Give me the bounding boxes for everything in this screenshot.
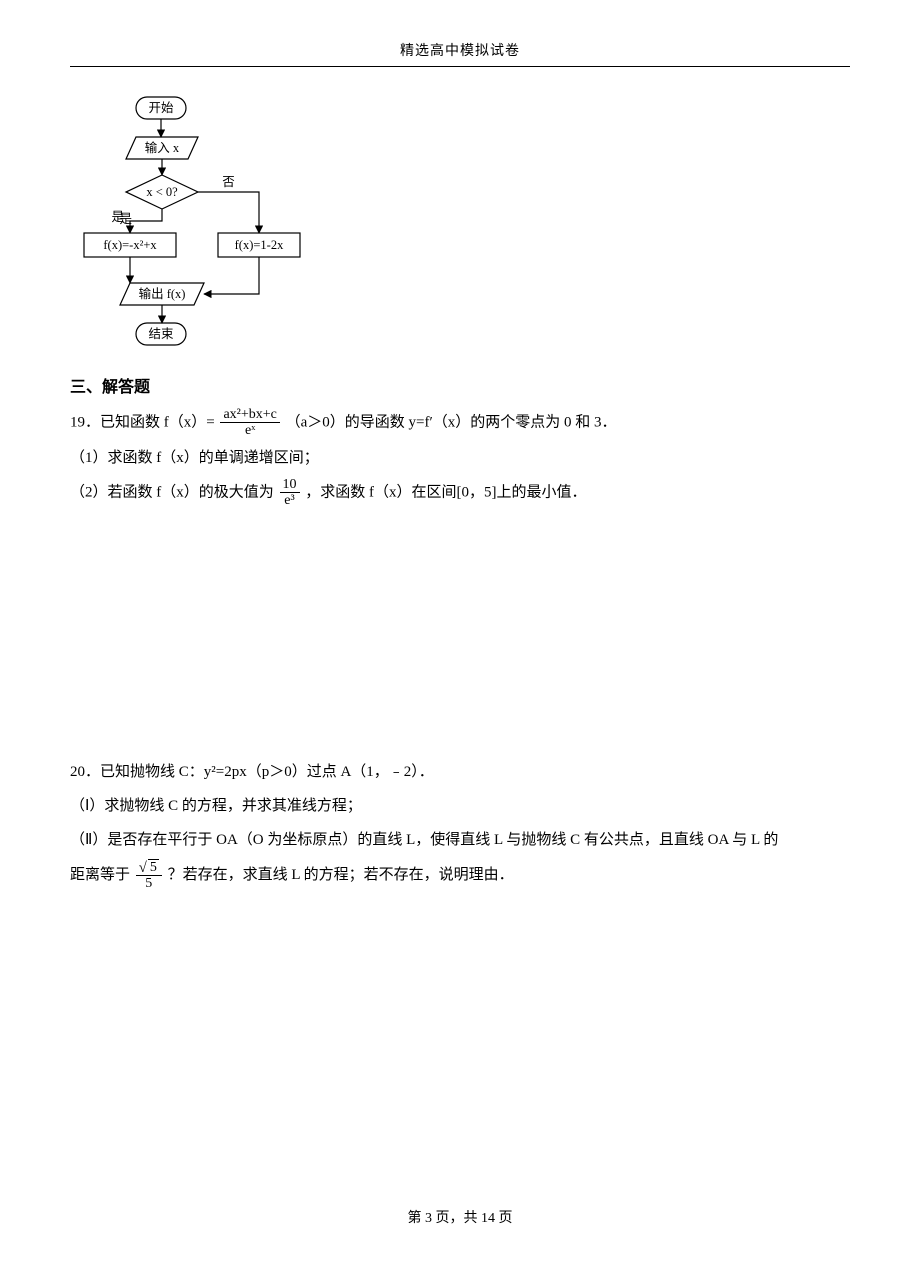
footer-page: 3 xyxy=(425,1211,432,1226)
q19-part2-suffix: ，求函数 f（x）在区间[0，5]上的最小值． xyxy=(305,484,586,500)
q19-part2-prefix: （2）若函数 f（x）的极大值为 xyxy=(70,484,274,500)
header-rule xyxy=(70,66,850,67)
q20-part2-line2-prefix: 距离等于 xyxy=(70,866,130,882)
q20-part1: （Ⅰ）求抛物线 C 的方程，并求其准线方程； xyxy=(70,791,850,821)
svg-text:x < 0?: x < 0? xyxy=(146,185,178,199)
footer-suffix: 页 xyxy=(495,1211,513,1226)
q19-frac-num: ax²+bx+c xyxy=(220,407,279,423)
footer-mid: 页，共 xyxy=(432,1211,481,1226)
q20-frac-num: 5 xyxy=(136,859,162,876)
svg-text:f(x)=-x²+x: f(x)=-x²+x xyxy=(103,238,157,252)
svg-text:否: 否 xyxy=(222,175,235,189)
q20-number: 20 xyxy=(70,764,85,780)
q20-stem-text: ．已知抛物线 C：y²=2px（p＞0）过点 A（1，﹣2）． xyxy=(85,764,434,780)
q20-part2-line2: 距离等于 5 5 ？若存在，求直线 L 的方程；若不存在，说明理由． xyxy=(70,859,850,892)
svg-text:开始: 开始 xyxy=(148,101,174,115)
page-container: 精选高中模拟试卷 开始输入 x x < 0? f(x)=-x²+x f(x)=1-2x… xyxy=(0,0,920,1273)
q19-part2: （2）若函数 f（x）的极大值为 10 e³ ，求函数 f（x）在区间[0，5]… xyxy=(70,477,850,509)
q19-stem: 19．已知函数 f（x）= ax²+bx+c eˣ （a＞0）的导函数 y=f′… xyxy=(70,407,850,439)
svg-text:f(x)=1-2x: f(x)=1-2x xyxy=(235,238,284,252)
q19-fraction: ax²+bx+c eˣ xyxy=(220,407,279,439)
q19-part2-fraction: 10 e³ xyxy=(280,477,300,509)
svg-text:输入 x: 输入 x xyxy=(145,140,180,155)
q20-fraction: 5 5 xyxy=(136,859,162,892)
q19-stem-suffix: （a＞0）的导函数 y=f′（x）的两个零点为 0 和 3． xyxy=(286,414,617,430)
q20-stem: 20．已知抛物线 C：y²=2px（p＞0）过点 A（1，﹣2）． xyxy=(70,757,850,787)
footer-total: 14 xyxy=(481,1211,495,1226)
q20-frac-den: 5 xyxy=(136,876,162,891)
flowchart-svg: 开始输入 x x < 0? f(x)=-x²+x f(x)=1-2x 输出 f(x) 结束… xyxy=(78,87,318,355)
q19-stem-prefix: ．已知函数 f（x）= xyxy=(85,414,215,430)
page-footer: 第 3 页，共 14 页 xyxy=(0,1207,920,1227)
page-header-title: 精选高中模拟试卷 xyxy=(70,40,850,60)
svg-text:输出 f(x): 输出 f(x) xyxy=(139,286,186,301)
q20-part2-line1: （Ⅱ）是否存在平行于 OA（O 为坐标原点）的直线 L，使得直线 L 与抛物线 … xyxy=(70,825,850,855)
q19-part1: （1）求函数 f（x）的单调递增区间； xyxy=(70,443,850,473)
flowchart-figure: 开始输入 x x < 0? f(x)=-x²+x f(x)=1-2x 输出 f(x) 结束… xyxy=(78,87,850,355)
q19-frac-den: eˣ xyxy=(220,423,279,438)
q20-part2-line2-suffix: ？若存在，求直线 L 的方程；若不存在，说明理由． xyxy=(168,866,514,882)
q19-part2-frac-den: e³ xyxy=(280,493,300,508)
section-3-title: 三、解答题 xyxy=(70,373,850,397)
q19-number: 19 xyxy=(70,414,85,430)
svg-text:结束: 结束 xyxy=(148,327,174,341)
svg-text:是: 是 xyxy=(119,212,132,226)
q19-part2-frac-num: 10 xyxy=(280,477,300,493)
footer-prefix: 第 xyxy=(408,1211,426,1226)
spacer xyxy=(70,513,850,753)
